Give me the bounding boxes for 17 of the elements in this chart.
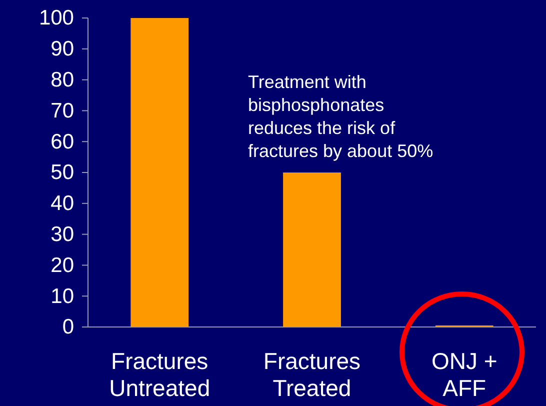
x-tick-label: Fractures Treated xyxy=(263,348,361,401)
y-tick-label: 60 xyxy=(50,130,74,154)
y-tick-label: 100 xyxy=(38,6,74,30)
y-tick-label: 80 xyxy=(50,68,74,92)
y-tick-label: 70 xyxy=(50,99,74,122)
y-tick-label: 10 xyxy=(50,284,74,308)
y-tick-label: 50 xyxy=(50,161,74,184)
bar xyxy=(283,172,341,327)
y-tick-label: 20 xyxy=(50,254,74,277)
y-tick-label: 90 xyxy=(50,38,74,61)
y-tick-label: 40 xyxy=(50,192,74,216)
y-tick-label: 30 xyxy=(50,223,74,246)
x-tick-label: Fractures Untreated xyxy=(109,348,210,401)
x-tick-label: ONJ + AFF xyxy=(431,348,498,401)
bar xyxy=(130,18,189,327)
y-tick-label: 0 xyxy=(62,316,74,339)
annotation: Treatment with bisphosphonates reduces the risk of fractures by about 50% xyxy=(248,72,434,161)
